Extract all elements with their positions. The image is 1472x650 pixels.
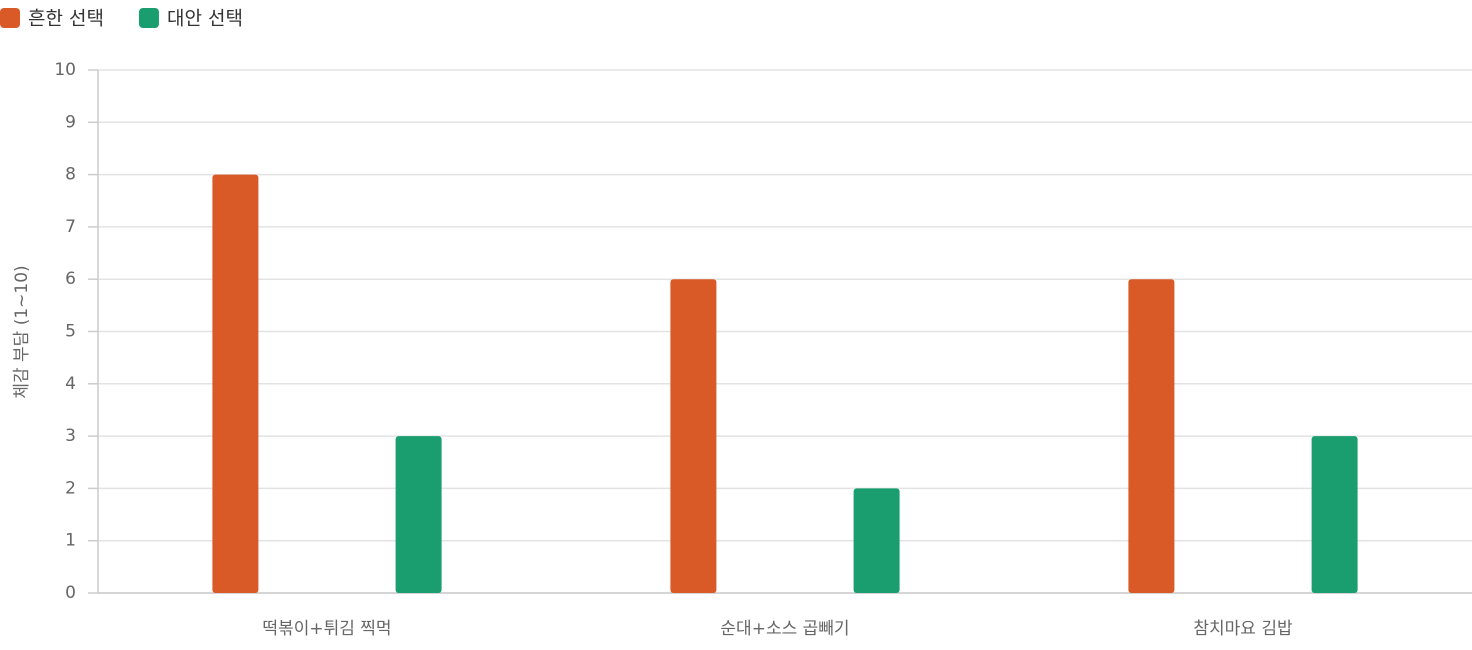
y-tick-label: 10 [54, 60, 76, 80]
y-tick-label: 3 [65, 426, 76, 446]
x-tick-label: 순대+소스 곱빼기 [720, 619, 849, 639]
y-tick-label: 5 [65, 322, 76, 342]
x-tick-label: 떡볶이+튀김 찍먹 [262, 619, 391, 639]
bar [1311, 436, 1358, 593]
legend-label: 대안 선택 [167, 8, 243, 30]
y-tick-label: 6 [65, 269, 76, 289]
legend-swatch [0, 8, 20, 28]
y-tick-label: 9 [65, 112, 76, 132]
y-tick-label: 4 [65, 374, 76, 394]
legend-label: 흔한 선택 [28, 8, 104, 30]
bar [1128, 279, 1175, 593]
bar [853, 488, 900, 593]
bar [212, 174, 259, 593]
x-tick-label: 참치마요 김밥 [1193, 619, 1293, 639]
y-tick-label: 8 [65, 165, 76, 185]
y-tick-label: 0 [65, 583, 76, 603]
y-tick-label: 1 [65, 531, 76, 551]
y-tick-label: 7 [65, 217, 76, 237]
bar [395, 436, 442, 593]
legend-swatch [138, 8, 159, 28]
y-tick-label: 2 [65, 478, 76, 498]
y-axis-label: 체감 부담 (1~10) [12, 265, 32, 398]
bar [670, 279, 717, 593]
